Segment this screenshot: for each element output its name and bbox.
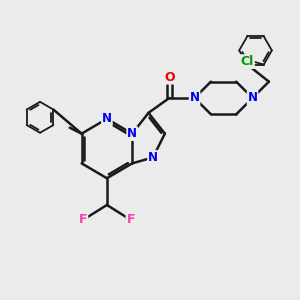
Text: N: N	[148, 151, 158, 164]
Text: Cl: Cl	[241, 55, 254, 68]
Text: N: N	[190, 92, 200, 104]
Text: N: N	[248, 92, 257, 104]
Text: N: N	[127, 127, 137, 140]
Text: O: O	[164, 71, 175, 84]
Text: F: F	[79, 213, 87, 226]
Text: N: N	[102, 112, 112, 125]
Text: F: F	[126, 213, 135, 226]
